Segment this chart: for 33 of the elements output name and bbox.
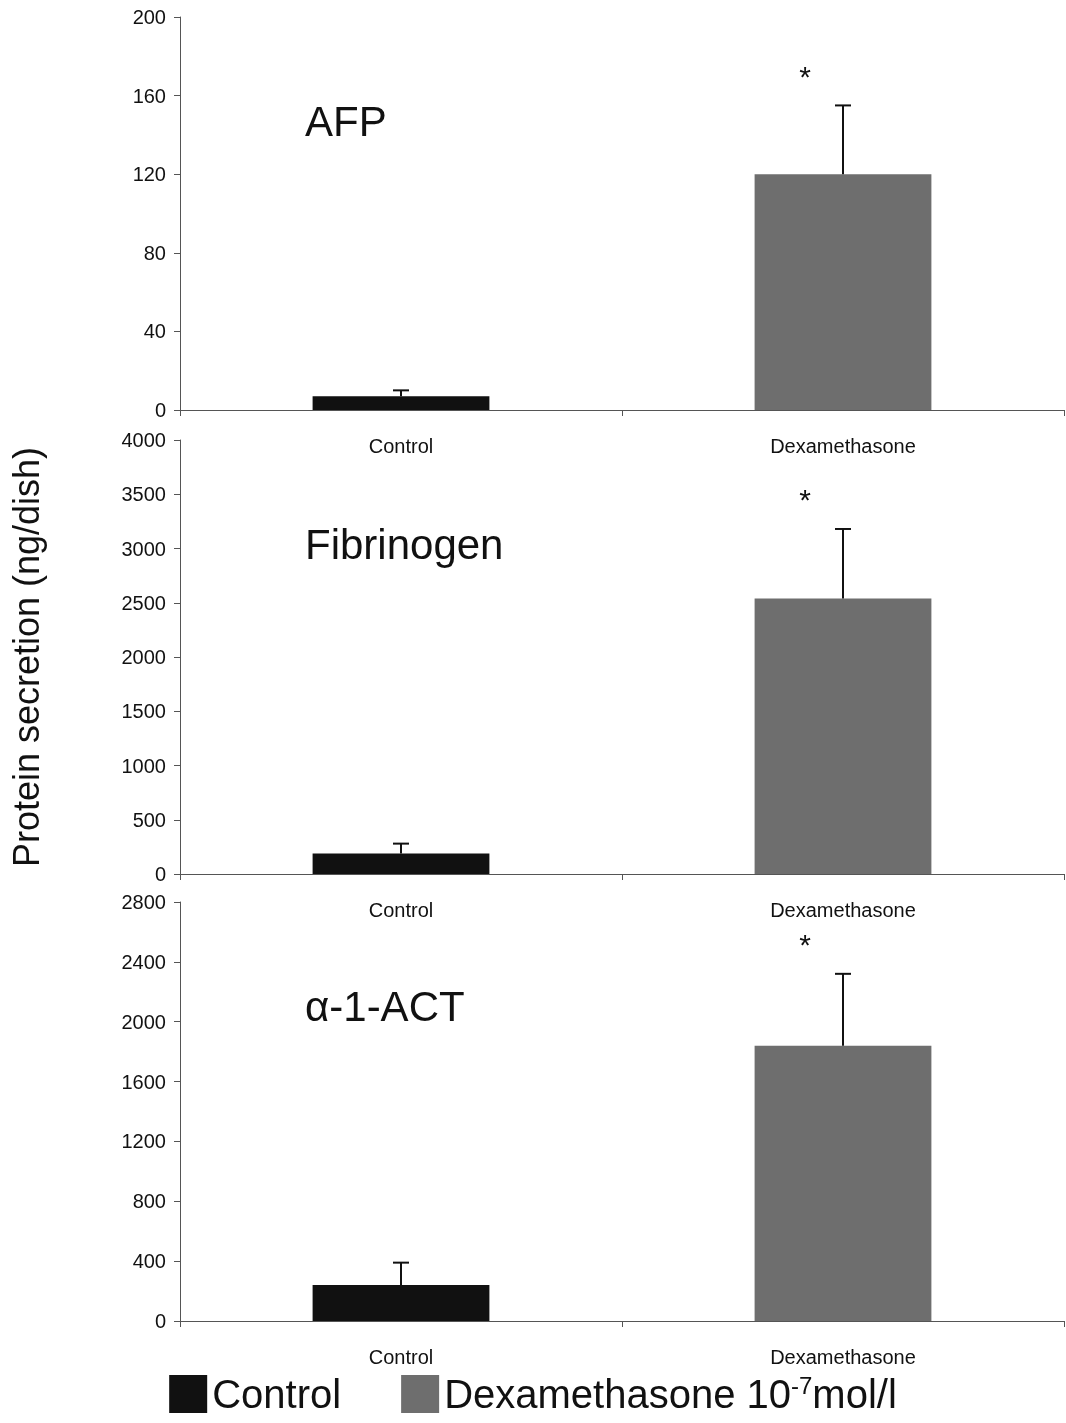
x-tick-label: Dexamethasone xyxy=(770,1346,916,1368)
annotation: * xyxy=(799,928,812,962)
y-tick-label: 0 xyxy=(154,399,166,421)
y-tick-label: 1200 xyxy=(121,1130,166,1153)
y-tick-label: 2000 xyxy=(121,646,166,668)
y-tick-label: 1500 xyxy=(121,700,166,723)
y-tick-label: 3500 xyxy=(121,483,166,506)
y-tick-label: 0 xyxy=(154,863,166,885)
y-tick-label: 1600 xyxy=(121,1070,166,1093)
y-tick-label: 40 xyxy=(143,320,166,343)
y-tick-label: 800 xyxy=(132,1190,166,1213)
x-tick-label: Dexamethasone xyxy=(770,899,916,921)
y-tick-label: 120 xyxy=(132,163,166,186)
y-tick-label: 400 xyxy=(132,1250,166,1273)
y-tick-label: 2400 xyxy=(121,950,166,973)
y-tick-label: 160 xyxy=(132,84,166,107)
y-tick-label: 4000 xyxy=(121,429,166,451)
y-tick-label: 500 xyxy=(132,808,166,831)
text: Fibrinogen xyxy=(305,520,504,568)
y-tick-label: 200 xyxy=(132,6,166,28)
y-tick-label: 2500 xyxy=(121,591,166,614)
annotation: * xyxy=(799,59,812,93)
x-tick-label: Dexamethasone xyxy=(770,435,916,457)
y-tick-label: 0 xyxy=(154,1310,166,1332)
y-tick-label: 3000 xyxy=(121,537,166,560)
y-tick-label: 2800 xyxy=(121,891,166,913)
text: α-1-ACT xyxy=(305,982,465,1030)
y-tick-label: 2000 xyxy=(121,1010,166,1033)
y-axis-title: Protein secretion (ng/dish) xyxy=(5,446,47,868)
annotation: * xyxy=(799,483,812,517)
y-tick-label: 1000 xyxy=(121,754,166,777)
text: AFP xyxy=(305,97,387,145)
y-tick-label: 80 xyxy=(143,241,166,264)
